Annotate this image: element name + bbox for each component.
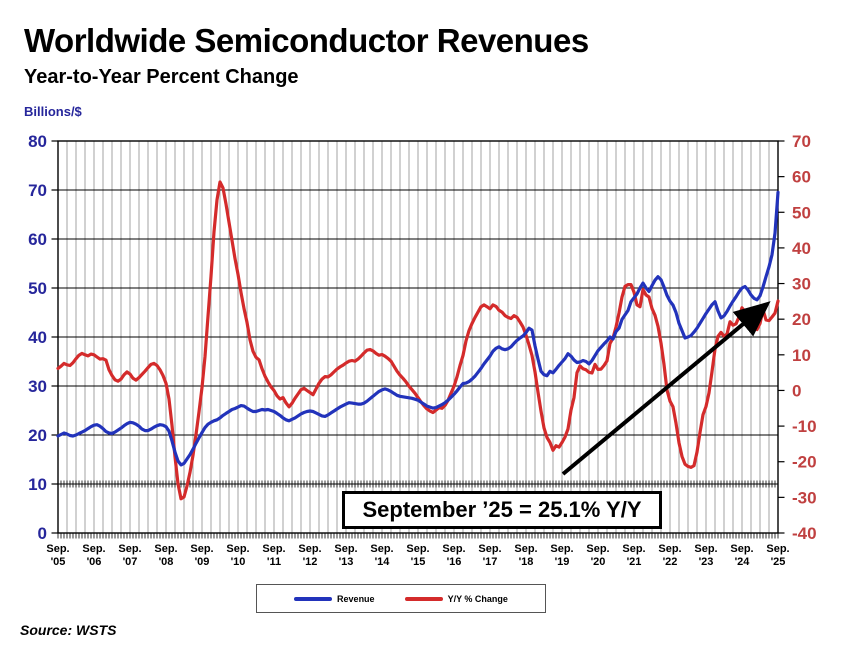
page-title: Worldwide Semiconductor Revenues [24,22,589,59]
legend-label-revenue: Revenue [337,593,375,604]
svg-text:-10: -10 [792,417,817,436]
left-axis-labels: 0 10 20 30 40 50 60 70 80 [28,132,47,543]
bottom-minor-ticks [57,533,779,539]
svg-text:70: 70 [28,181,47,200]
svg-text:'16: '16 [447,556,462,568]
annotation-text: September ’25 = 25.1% Y/Y [362,497,642,522]
svg-text:70: 70 [792,132,811,151]
right-axis-ticks [778,140,785,534]
svg-text:Sep.: Sep. [82,543,105,555]
svg-text:'22: '22 [663,556,678,568]
svg-text:Sep.: Sep. [370,543,393,555]
svg-text:Sep.: Sep. [298,543,321,555]
svg-text:50: 50 [792,203,811,222]
legend-label-yoy: Y/Y % Change [447,593,508,604]
svg-text:'23: '23 [699,556,714,568]
svg-text:60: 60 [28,230,47,249]
svg-text:10: 10 [792,346,811,365]
svg-text:'12: '12 [303,556,318,568]
svg-text:'18: '18 [519,556,534,568]
source-note: Source: WSTS [20,622,117,638]
legend-item-yoy: Y/Y % Change [404,593,508,604]
svg-text:Sep.: Sep. [406,543,429,555]
inner-axis-tick-comb [57,480,779,488]
svg-text:Sep.: Sep. [46,543,69,555]
svg-text:Sep.: Sep. [514,543,537,555]
annotation-callout: September ’25 = 25.1% Y/Y [342,491,662,529]
svg-text:'09: '09 [195,556,210,568]
svg-text:40: 40 [28,328,47,347]
svg-text:'06: '06 [87,556,102,568]
revenue-line-swatch [294,596,333,601]
svg-text:-20: -20 [792,453,817,472]
svg-text:0: 0 [38,524,47,543]
svg-text:'17: '17 [483,556,498,568]
horizontal-gridlines [58,189,778,485]
svg-text:20: 20 [28,426,47,445]
svg-text:Sep.: Sep. [442,543,465,555]
svg-text:'08: '08 [159,556,174,568]
svg-text:Sep.: Sep. [226,543,249,555]
revenue-line [56,190,780,467]
svg-text:80: 80 [28,132,47,151]
svg-text:Sep.: Sep. [478,543,501,555]
svg-text:Sep.: Sep. [118,543,141,555]
legend-item-revenue: Revenue [294,594,375,604]
svg-text:Sep.: Sep. [190,543,213,555]
left-axis-ticks [51,140,58,534]
svg-text:'05: '05 [51,556,66,568]
svg-text:'19: '19 [555,556,570,568]
svg-text:'11: '11 [267,556,281,568]
svg-text:'14: '14 [375,556,391,568]
svg-text:0: 0 [792,381,801,400]
left-axis-title: Billions/$ [24,104,82,119]
svg-text:Sep.: Sep. [334,543,357,555]
svg-text:60: 60 [792,168,811,187]
svg-text:Sep.: Sep. [622,543,645,555]
svg-text:30: 30 [792,275,811,294]
svg-text:20: 20 [792,310,811,329]
svg-text:-30: -30 [792,488,817,507]
svg-text:50: 50 [28,279,47,298]
svg-text:'21: '21 [627,556,642,568]
svg-text:Sep.: Sep. [262,543,285,555]
svg-text:Sep.: Sep. [766,543,789,555]
svg-text:10: 10 [28,475,47,494]
right-axis-labels: -40 -30 -20 -10 0 10 20 30 40 50 60 70 [792,132,817,543]
svg-text:'10: '10 [231,556,246,568]
svg-text:-40: -40 [792,524,817,543]
chart-legend: Revenue Y/Y % Change [256,584,546,613]
svg-text:Sep.: Sep. [550,543,573,555]
svg-text:Sep.: Sep. [730,543,753,555]
svg-text:'07: '07 [123,556,138,568]
svg-text:'20: '20 [591,556,606,568]
svg-text:'15: '15 [411,556,426,568]
svg-text:'13: '13 [339,556,354,568]
svg-text:40: 40 [792,239,811,258]
svg-text:Sep.: Sep. [586,543,609,555]
annotation-arrow [561,301,771,476]
plot-border [57,140,779,534]
yoy-line-swatch [404,596,443,601]
svg-text:30: 30 [28,377,47,396]
x-axis-labels: Sep.'05Sep.'06Sep.'07Sep.'08Sep.'09Sep.'… [46,543,789,568]
svg-text:Sep.: Sep. [658,543,681,555]
page-subtitle: Year-to-Year Percent Change [24,66,299,88]
svg-text:Sep.: Sep. [694,543,717,555]
svg-text:Sep.: Sep. [154,543,177,555]
svg-text:'25: '25 [771,556,786,568]
svg-text:'24: '24 [735,556,751,568]
yoy-percent-line [56,180,780,501]
